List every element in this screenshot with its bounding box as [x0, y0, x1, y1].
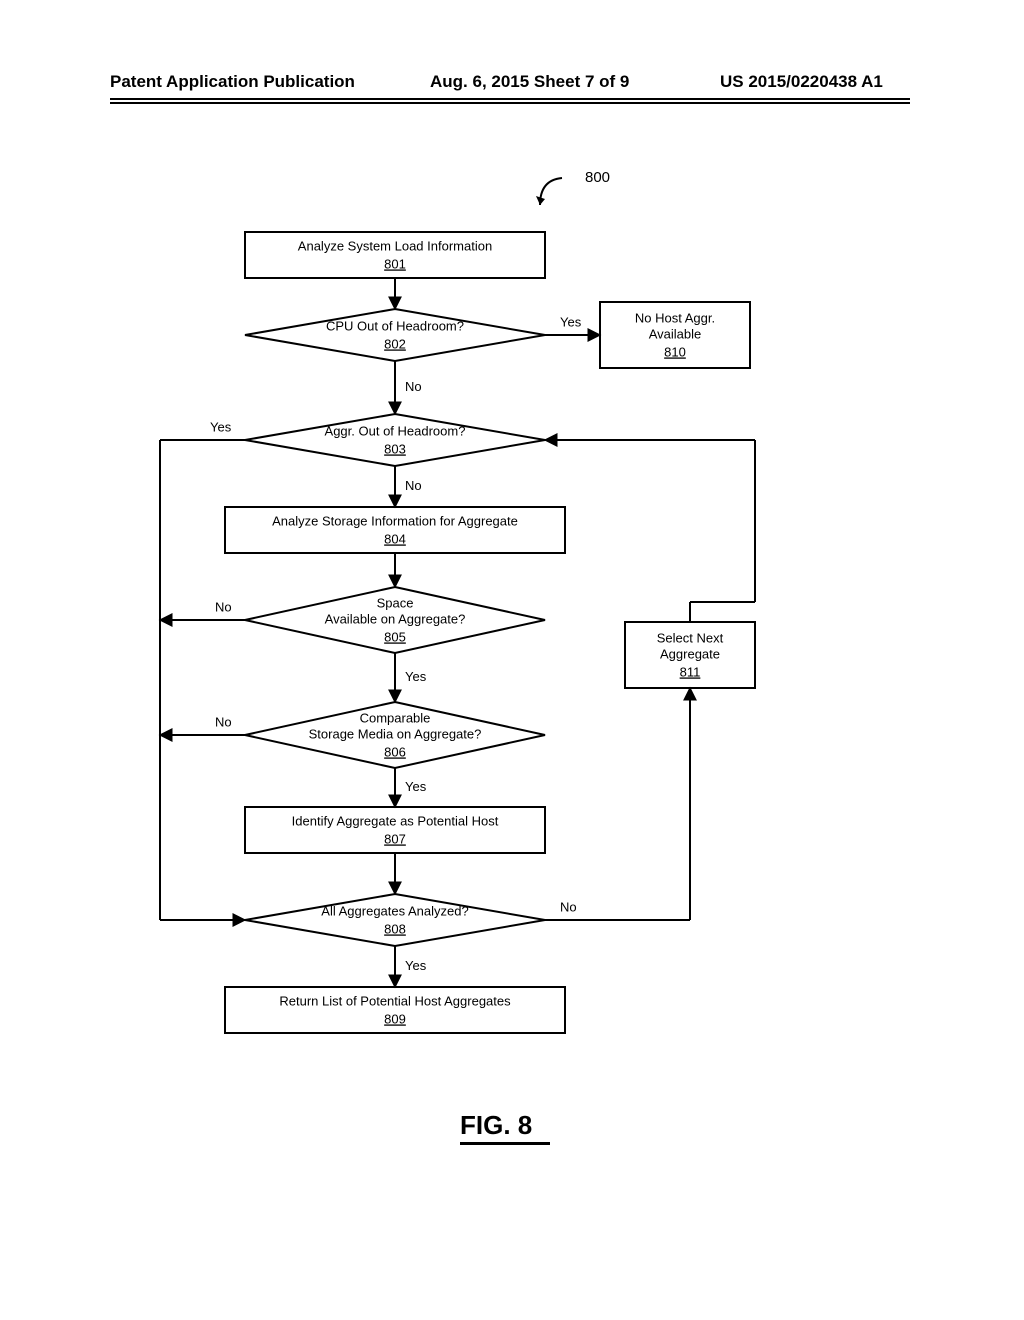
svg-text:810: 810 [664, 344, 686, 359]
svg-text:802: 802 [384, 336, 406, 351]
svg-text:Available: Available [649, 326, 702, 341]
node-n803: Aggr. Out of Headroom? 803 [245, 414, 545, 466]
node-n801: Analyze System Load Information 801 [245, 232, 545, 278]
svg-text:Return List of Potential Host: Return List of Potential Host Aggregates [279, 993, 511, 1008]
svg-text:No: No [215, 714, 232, 729]
svg-text:805: 805 [384, 629, 406, 644]
svg-text:Select Next: Select Next [657, 630, 724, 645]
patent-page: Patent Application Publication Aug. 6, 2… [0, 0, 1024, 1320]
figure-caption-underline [460, 1142, 550, 1145]
node-n810: No Host Aggr.Available 810 [600, 302, 750, 368]
svg-text:No: No [405, 478, 422, 493]
svg-text:Identify Aggregate as Potentia: Identify Aggregate as Potential Host [292, 813, 499, 828]
svg-text:Space: Space [377, 595, 414, 610]
svg-text:803: 803 [384, 441, 406, 456]
svg-text:806: 806 [384, 744, 406, 759]
svg-text:801: 801 [384, 256, 406, 271]
svg-text:811: 811 [680, 664, 701, 679]
svg-text:800: 800 [585, 169, 610, 186]
svg-text:No: No [560, 899, 577, 914]
svg-text:Yes: Yes [405, 958, 427, 973]
node-n806: ComparableStorage Media on Aggregate? 806 [245, 702, 545, 768]
figure-caption: FIG. 8 [460, 1110, 532, 1141]
svg-text:Comparable: Comparable [360, 710, 431, 725]
svg-text:No Host Aggr.: No Host Aggr. [635, 310, 715, 325]
svg-text:Yes: Yes [560, 314, 582, 329]
svg-text:Available on Aggregate?: Available on Aggregate? [325, 611, 466, 626]
node-n802: CPU Out of Headroom? 802 [245, 309, 545, 361]
node-n811: Select NextAggregate 811 [625, 622, 755, 688]
svg-text:Aggregate: Aggregate [660, 646, 720, 661]
svg-text:Storage Media on Aggregate?: Storage Media on Aggregate? [309, 726, 482, 741]
svg-text:807: 807 [384, 831, 406, 846]
node-n808: All Aggregates Analyzed? 808 [245, 894, 545, 946]
svg-text:No: No [405, 379, 422, 394]
svg-text:Analyze Storage Information fo: Analyze Storage Information for Aggregat… [272, 513, 518, 528]
node-n805: SpaceAvailable on Aggregate? 805 [245, 587, 545, 653]
svg-text:809: 809 [384, 1011, 406, 1026]
node-n809: Return List of Potential Host Aggregates… [225, 987, 565, 1033]
svg-text:Analyze System Load Informatio: Analyze System Load Information [298, 238, 492, 253]
svg-text:All Aggregates Analyzed?: All Aggregates Analyzed? [321, 903, 468, 918]
svg-text:808: 808 [384, 921, 406, 936]
svg-text:Aggr. Out of Headroom?: Aggr. Out of Headroom? [325, 423, 466, 438]
svg-text:Yes: Yes [405, 669, 427, 684]
svg-text:804: 804 [384, 531, 406, 546]
node-n804: Analyze Storage Information for Aggregat… [225, 507, 565, 553]
svg-text:CPU Out of Headroom?: CPU Out of Headroom? [326, 318, 464, 333]
svg-text:No: No [215, 599, 232, 614]
node-n807: Identify Aggregate as Potential Host 807 [245, 807, 545, 853]
svg-text:Yes: Yes [210, 419, 232, 434]
svg-text:Yes: Yes [405, 779, 427, 794]
